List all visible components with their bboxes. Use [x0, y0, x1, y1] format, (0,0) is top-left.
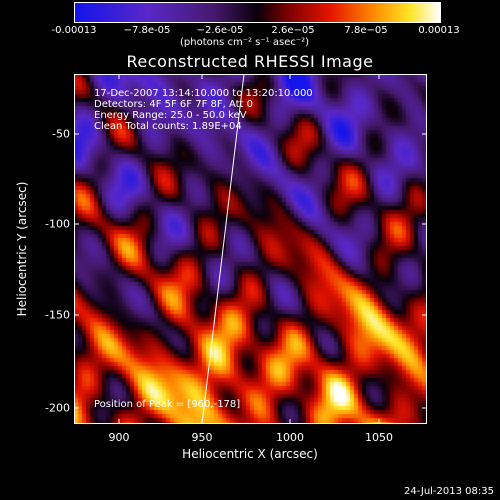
xtick-label: 1000: [276, 431, 304, 444]
annotation-time: 17-Dec-2007 13:14:10.000 to 13:20:10.000: [94, 88, 313, 99]
xtick-label: 900: [108, 431, 130, 444]
plot-frame: [74, 74, 427, 424]
y-axis-label: Heliocentric Y (arcsec): [15, 181, 29, 317]
colorbar: [74, 2, 441, 23]
plot-overlay: [74, 74, 427, 424]
solar-limb-line: [201, 74, 245, 424]
xtick-label: 1050: [365, 431, 393, 444]
colorbar-tick: −2.6e-05: [196, 25, 244, 36]
colorbar-unit: (photons cm⁻² s⁻¹ asec⁻²): [180, 37, 310, 48]
annotation-counts: Clean Total counts: 1.89E+04: [94, 121, 242, 132]
colorbar-tick: 0.00013: [418, 25, 460, 36]
image-plot: 17-Dec-2007 13:14:10.000 to 13:20:10.000…: [74, 74, 427, 424]
annotation-detectors: Detectors: 4F 5F 6F 7F 8F, Att 0: [94, 99, 254, 110]
plot-title: Reconstructed RHESSI Image: [126, 52, 374, 71]
ytick-label: -50: [52, 127, 70, 141]
ytick-label: -200: [45, 401, 70, 415]
colorbar-tick: 7.8e−05: [344, 25, 388, 36]
annotation-energy: Energy Range: 25.0 - 50.0 keV: [94, 110, 247, 121]
x-axis-label: Heliocentric X (arcsec): [182, 447, 318, 461]
colorbar-tick: −7.8e-05: [123, 25, 171, 36]
colorbar-tick: 2.6e−05: [271, 25, 315, 36]
colorbar-tick: -0.00013: [51, 25, 97, 36]
ytick-label: -100: [45, 217, 70, 231]
xtick-label: 950: [191, 431, 213, 444]
annotation-peak: Position of Peak = [960,-178]: [94, 399, 241, 410]
footer-date: 24-Jul-2013 08:35: [403, 486, 494, 497]
ytick-label: -150: [45, 308, 70, 322]
rhessi-image: [74, 74, 427, 424]
